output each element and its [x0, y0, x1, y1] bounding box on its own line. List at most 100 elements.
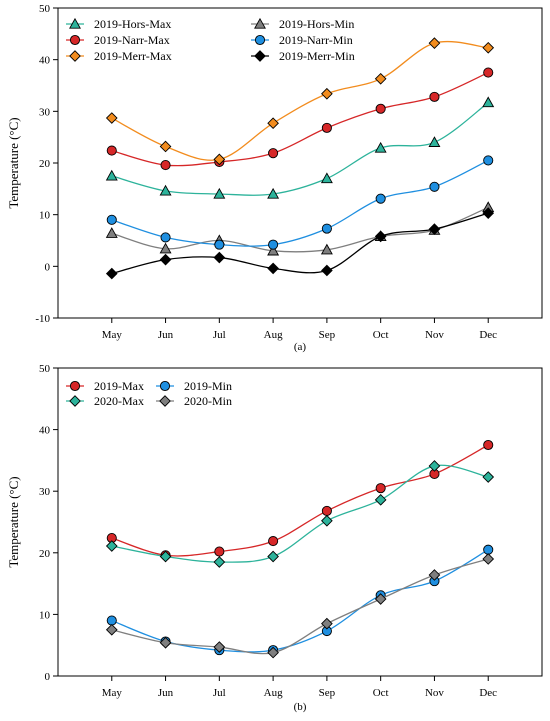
series-2020-max — [105, 460, 495, 568]
data-point-2020-max-sep — [321, 514, 333, 527]
y-tick-label: 10 — [39, 210, 51, 222]
series-line-2020-max — [111, 464, 489, 563]
data-point-2019-narr-max-nov — [429, 91, 440, 102]
data-point-2019-merr-min-sep — [321, 264, 333, 277]
x-tick-label-sep: Sep — [319, 687, 336, 699]
x-tick-label-dec: Dec — [479, 329, 497, 341]
y-tick-label: 30 — [39, 106, 51, 118]
data-point-2019-merr-min-nov — [428, 223, 441, 235]
y-tick-label: 30 — [39, 486, 51, 498]
legend-item-2020-max: 2020-Max — [66, 394, 144, 408]
data-point-2019-merr-min-aug — [267, 262, 279, 275]
data-point-2019-max-sep — [321, 505, 332, 516]
legend-swatch-marker — [69, 395, 81, 407]
legend-swatch-marker — [69, 34, 81, 46]
legend-item-2019-min: 2019-Min — [156, 379, 232, 393]
data-point-2019-merr-max-sep — [321, 87, 333, 100]
data-point-2019-narr-max-sep — [321, 122, 332, 133]
data-point-2019-narr-min-oct — [375, 193, 386, 204]
x-tick-label-oct: Oct — [373, 687, 389, 699]
data-point-2019-merr-min-may — [105, 267, 118, 280]
data-point-2020-min-may — [105, 623, 118, 636]
data-point-2019-merr-max-aug — [267, 117, 279, 130]
legend-label: 2019-Min — [184, 379, 232, 393]
data-point-2019-narr-min-jun — [160, 232, 171, 243]
data-point-2019-max-oct — [375, 483, 386, 494]
data-point-2020-max-jul — [213, 556, 226, 568]
data-point-2020-min-nov — [428, 569, 441, 581]
legend-label: 2019-Narr-Min — [279, 33, 353, 47]
data-point-2019-merr-max-dec — [482, 41, 495, 54]
data-point-2020-max-jun — [159, 550, 172, 563]
data-point-2019-hors-max-jul — [213, 187, 226, 199]
legend-item-2019-merr-min: 2019-Merr-Min — [251, 49, 355, 63]
data-point-2019-merr-min-oct — [374, 230, 387, 243]
legend-swatch-marker — [254, 17, 266, 29]
legend-item-2019-max: 2019-Max — [66, 379, 144, 393]
data-point-2019-narr-max-aug — [268, 148, 279, 159]
data-point-2019-merr-min-jun — [159, 253, 172, 266]
data-point-2020-max-may — [105, 540, 118, 552]
series-2020-min — [105, 553, 495, 659]
legend-item-2020-min: 2020-Min — [156, 394, 232, 408]
y-tick-label: 10 — [39, 609, 51, 621]
legend-label: 2020-Min — [184, 394, 232, 408]
legend-label: 2019-Max — [94, 379, 144, 393]
data-point-2019-narr-max-oct — [375, 103, 386, 114]
series-line-2019-narr-max — [111, 71, 489, 167]
x-tick-label-dec: Dec — [479, 687, 497, 699]
legend: 2019-Max 2019-Min 2020-Max 2020-Min — [66, 379, 232, 408]
data-point-2019-min-dec — [483, 544, 494, 555]
data-point-2019-narr-min-aug — [268, 239, 279, 250]
legend-swatch-marker — [69, 17, 81, 29]
legend-swatch-marker — [254, 50, 266, 62]
data-point-2019-merr-min-jul — [213, 251, 226, 264]
data-point-2019-hors-min-sep — [320, 243, 333, 255]
y-tick-label: 40 — [39, 425, 51, 437]
data-point-2020-min-jul — [213, 641, 226, 653]
series-2019-merr-min — [105, 207, 495, 280]
x-tick-label-nov: Nov — [425, 687, 444, 699]
chart-panel-b: 0 10 20 30 40 50 May Jun Jul Aug Sep Oct Nov Dec Tempe… — [6, 363, 543, 713]
y-tick-label: 0 — [45, 671, 51, 683]
legend-label: 2019-Hors-Max — [94, 17, 171, 31]
data-point-2019-max-jul — [214, 546, 225, 557]
panel-label: (a) — [294, 341, 307, 353]
data-point-2020-min-jun — [159, 636, 172, 649]
data-point-2020-min-aug — [267, 646, 279, 659]
y-axis-title: Temperature (°C) — [6, 117, 21, 208]
x-tick-label-aug: Aug — [264, 687, 283, 699]
data-point-2019-narr-min-may — [106, 214, 117, 225]
x-tick-label-may: May — [102, 329, 123, 341]
x-tick-label-nov: Nov — [425, 329, 444, 341]
legend-swatch-marker — [69, 50, 81, 62]
legend-swatch-marker — [159, 395, 171, 407]
y-tick-label: 0 — [45, 261, 51, 273]
x-tick-label-oct: Oct — [373, 329, 389, 341]
legend-label: 2019-Hors-Min — [279, 17, 354, 31]
legend-item-2019-hors-max: 2019-Hors-Max — [66, 17, 171, 31]
legend-item-2019-narr-min: 2019-Narr-Min — [251, 33, 353, 47]
x-tick-label-sep: Sep — [319, 329, 336, 341]
data-point-2019-hors-min-jun — [159, 242, 172, 254]
data-point-2020-max-oct — [374, 493, 387, 506]
legend-label: 2020-Max — [94, 394, 144, 408]
x-tick-label-jun: Jun — [158, 687, 174, 699]
data-point-2019-merr-max-oct — [374, 72, 387, 85]
data-point-2019-max-dec — [483, 439, 494, 451]
data-point-2019-narr-min-dec — [483, 155, 494, 166]
data-point-2019-hors-max-dec — [482, 96, 495, 108]
data-point-2019-hors-max-oct — [374, 141, 387, 153]
y-tick-label: 20 — [39, 548, 51, 560]
data-point-2020-min-oct — [374, 593, 387, 605]
data-point-2019-narr-min-nov — [429, 181, 440, 192]
x-tick-label-aug: Aug — [264, 329, 283, 341]
data-point-2019-narr-max-may — [106, 145, 117, 156]
data-point-2019-hors-max-sep — [320, 172, 333, 184]
series-2019-merr-max — [105, 37, 495, 166]
series-2019-narr-max — [106, 67, 494, 171]
legend-label: 2019-Merr-Min — [279, 49, 355, 63]
legend-item-2019-merr-max: 2019-Merr-Max — [66, 49, 172, 63]
series-line-2019-merr-min — [111, 212, 489, 275]
legend-item-2019-narr-max: 2019-Narr-Max — [66, 33, 170, 47]
